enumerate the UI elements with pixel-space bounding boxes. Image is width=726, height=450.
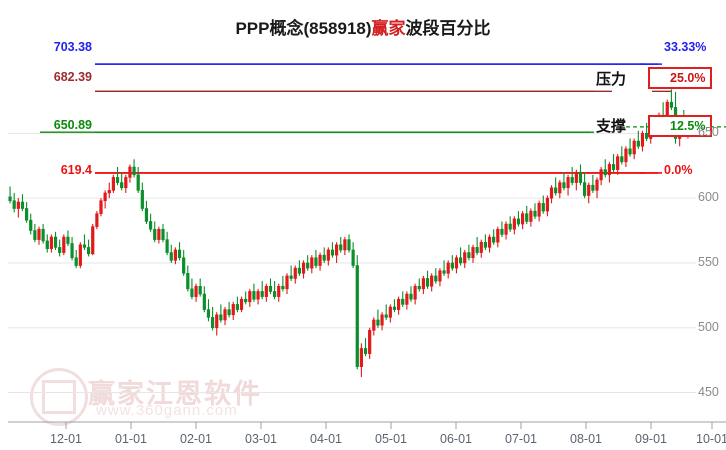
- page-title: PPP概念(858918)赢家波段百分比: [0, 14, 726, 39]
- x-axis-tick-09-01: 09-01: [635, 432, 667, 446]
- support-annotation: 支撑: [596, 118, 627, 135]
- gridlines: [8, 132, 726, 423]
- x-axis-tick-06-01: 06-01: [440, 432, 472, 446]
- price-label-650: 650.89: [53, 118, 92, 132]
- x-axis-tick-03-01: 03-01: [245, 432, 277, 446]
- percent-level-lines: [40, 63, 726, 174]
- y-axis-tick-600: 600: [698, 190, 719, 205]
- x-axis-ticks: [65, 422, 713, 429]
- y-axis-tick-500: 500: [698, 319, 719, 334]
- x-axis-tick-12-01: 12-01: [50, 432, 82, 446]
- x-axis-tick-04-01: 04-01: [310, 432, 342, 446]
- percent-label-125: 12.5%: [648, 115, 713, 137]
- price-label-703: 703.38: [53, 40, 92, 54]
- watermark-brand: 赢家江恩软件: [88, 379, 262, 409]
- x-axis-tick-02-01: 02-01: [180, 432, 212, 446]
- x-axis-tick-05-01: 05-01: [375, 432, 407, 446]
- watermark-seal-icon: [30, 368, 88, 426]
- y-axis-tick-550: 550: [698, 254, 719, 269]
- price-label-682: 682.39: [53, 70, 92, 84]
- x-axis-tick-07-01: 07-01: [505, 432, 537, 446]
- percent-label-3333: 33.33%: [664, 40, 707, 54]
- y-axis-tick-450: 450: [698, 384, 719, 399]
- percent-label-25: 25.0%: [648, 67, 713, 89]
- watermark-url: www.360gann.com: [96, 402, 238, 419]
- price-label-619: 619.4: [60, 163, 92, 177]
- title-prefix: PPP概念(858918): [235, 19, 372, 38]
- title-suffix: 波段百分比: [405, 19, 491, 38]
- percent-label-0: 0.0%: [664, 163, 693, 177]
- x-axis-tick-08-01: 08-01: [570, 432, 602, 446]
- y-axis-tick-650: 650: [698, 125, 719, 140]
- resistance-annotation: 压力: [596, 71, 627, 88]
- x-axis-tick-01-01: 01-01: [115, 432, 147, 446]
- title-accent: 赢家: [371, 19, 406, 38]
- x-axis-tick-10-01: 10-01: [696, 432, 726, 446]
